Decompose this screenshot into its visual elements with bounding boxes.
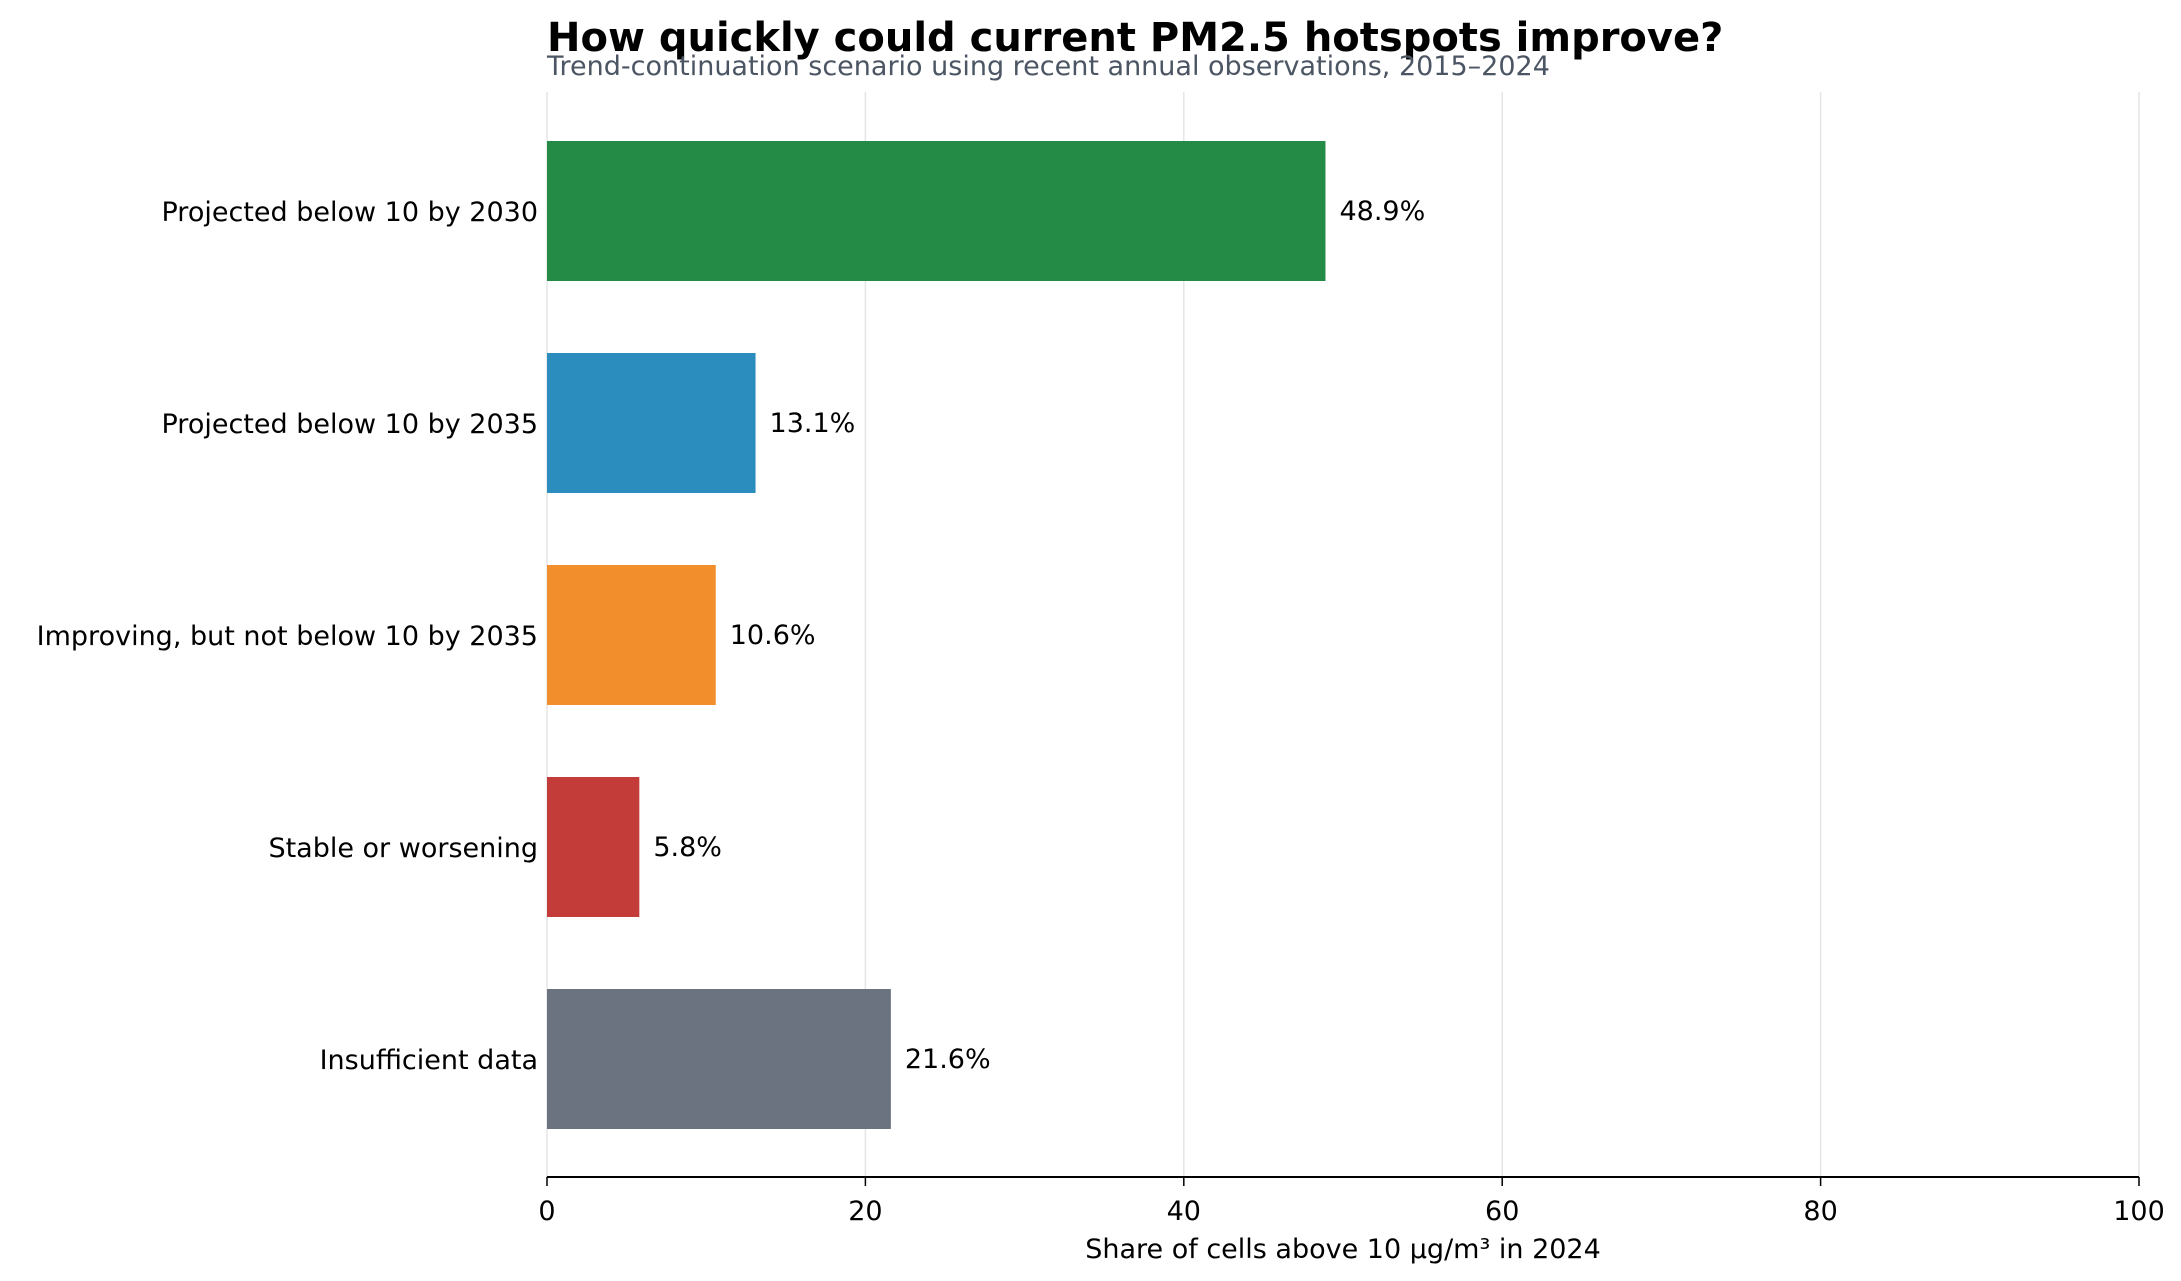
value-label: 21.6% <box>905 1044 991 1075</box>
bar-4 <box>547 777 640 917</box>
x-axis: 0 20 40 60 80 100 <box>538 1176 2165 1227</box>
value-label: 13.1% <box>770 408 856 439</box>
x-tick-label: 100 <box>2113 1196 2165 1227</box>
value-label: 48.9% <box>1339 196 1425 227</box>
x-tick-label: 40 <box>1167 1196 1201 1227</box>
chart-title: How quickly could current PM2.5 hotspots… <box>547 15 1723 61</box>
category-label: Projected below 10 by 2035 <box>162 409 539 440</box>
bar-2 <box>547 353 756 493</box>
x-tick-label: 0 <box>538 1196 555 1227</box>
value-label: 10.6% <box>730 620 816 651</box>
value-label: 5.8% <box>653 832 722 863</box>
bar-5 <box>547 989 891 1129</box>
category-label: Improving, but not below 10 by 2035 <box>37 621 538 652</box>
x-tick-label: 20 <box>848 1196 882 1227</box>
x-axis-label: Share of cells above 10 µg/m³ in 2024 <box>1085 1234 1601 1265</box>
category-label: Stable or worsening <box>268 833 538 864</box>
bars: Projected below 10 by 2030 48.9% Projected… <box>37 141 1425 1129</box>
x-tick-label: 60 <box>1485 1196 1519 1227</box>
bar-1 <box>547 141 1326 281</box>
category-label: Insufficient data <box>320 1045 538 1076</box>
category-label: Projected below 10 by 2030 <box>162 197 539 228</box>
chart-subtitle: Trend-continuation scenario using recent… <box>546 51 1550 82</box>
x-tick-label: 80 <box>1803 1196 1837 1227</box>
bar-3 <box>547 565 716 705</box>
